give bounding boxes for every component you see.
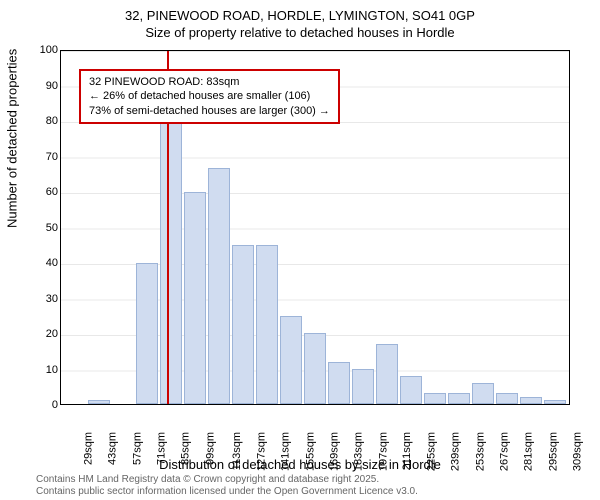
y-tick-label: 30: [30, 293, 58, 305]
bar: [304, 333, 326, 404]
x-axis-ticks: 29sqm43sqm57sqm71sqm85sqm99sqm113sqm127s…: [60, 408, 570, 458]
y-tick-label: 20: [30, 328, 58, 340]
y-tick-label: 100: [30, 44, 58, 56]
title-line2: Size of property relative to detached ho…: [0, 25, 600, 42]
bar: [88, 400, 110, 404]
bar: [352, 369, 374, 404]
bar: [232, 245, 254, 404]
bar: [496, 393, 518, 404]
y-tick-label: 50: [30, 222, 58, 234]
footer-line2: Contains public sector information licen…: [36, 486, 418, 498]
y-axis-label: Number of detached properties: [5, 49, 20, 228]
bar: [448, 393, 470, 404]
bar: [520, 397, 542, 404]
y-tick-label: 0: [30, 399, 58, 411]
y-axis-ticks: 0102030405060708090100: [30, 50, 58, 405]
bar: [136, 263, 158, 404]
footer-line1: Contains HM Land Registry data © Crown c…: [36, 474, 418, 486]
bar: [160, 122, 182, 404]
bar: [208, 168, 230, 405]
y-tick-label: 90: [30, 80, 58, 92]
y-tick-label: 40: [30, 257, 58, 269]
bar: [424, 393, 446, 404]
bar: [400, 376, 422, 404]
bar: [376, 344, 398, 404]
annotation-line3: 73% of semi-detached houses are larger (…: [89, 104, 330, 118]
bar: [544, 400, 566, 404]
bar: [472, 383, 494, 404]
annotation-line1: 32 PINEWOOD ROAD: 83sqm: [89, 75, 330, 89]
bar: [256, 245, 278, 404]
annotation-line2: ← 26% of detached houses are smaller (10…: [89, 89, 330, 103]
y-tick-label: 60: [30, 186, 58, 198]
chart-title: 32, PINEWOOD ROAD, HORDLE, LYMINGTON, SO…: [0, 0, 600, 42]
footer-credits: Contains HM Land Registry data © Crown c…: [36, 474, 418, 498]
chart-container: 32, PINEWOOD ROAD, HORDLE, LYMINGTON, SO…: [0, 0, 600, 500]
y-tick-label: 70: [30, 151, 58, 163]
y-tick-label: 80: [30, 115, 58, 127]
x-axis-label: Distribution of detached houses by size …: [0, 457, 600, 472]
bar: [184, 192, 206, 404]
bar: [328, 362, 350, 404]
y-tick-label: 10: [30, 364, 58, 376]
title-line1: 32, PINEWOOD ROAD, HORDLE, LYMINGTON, SO…: [0, 8, 600, 25]
bar: [280, 316, 302, 404]
annotation-box: 32 PINEWOOD ROAD: 83sqm ← 26% of detache…: [79, 69, 340, 124]
plot-area: 32 PINEWOOD ROAD: 83sqm ← 26% of detache…: [60, 50, 570, 405]
